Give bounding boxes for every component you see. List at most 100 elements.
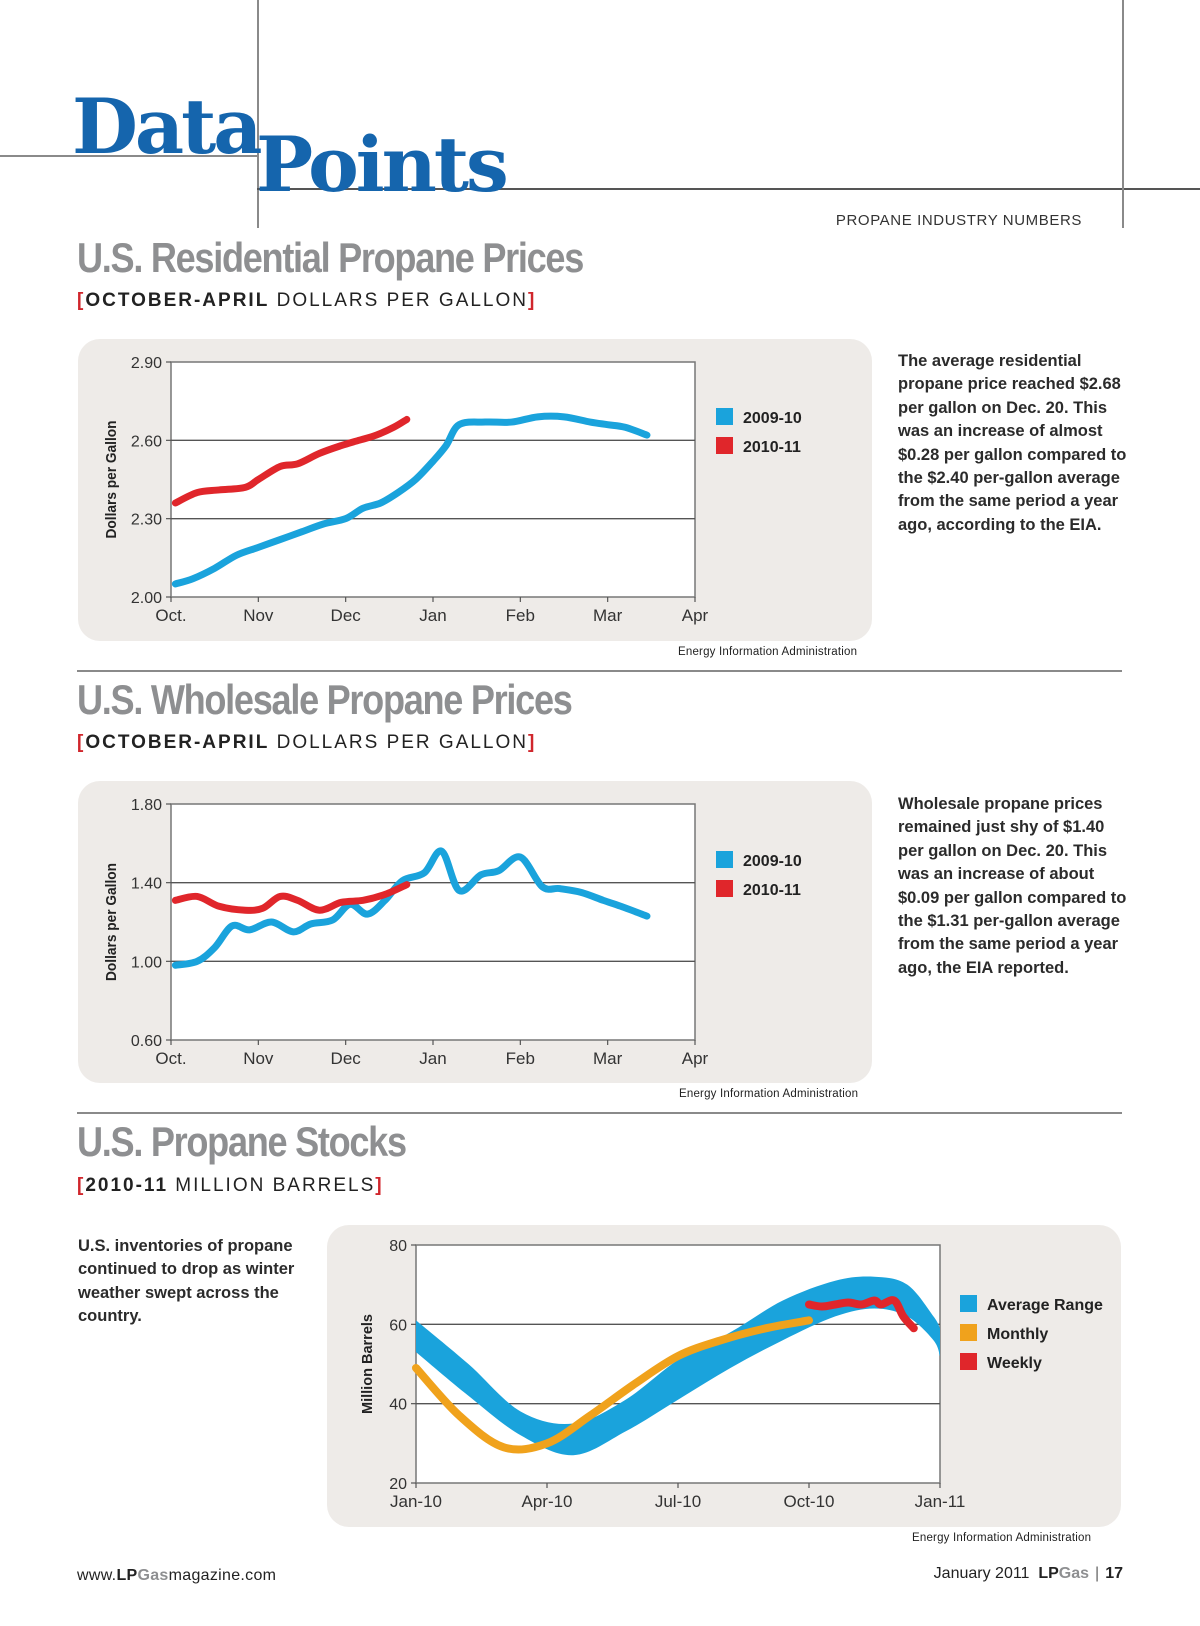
y-tick-label: 1.40 — [131, 876, 162, 893]
y-tick-label: 40 — [389, 1397, 407, 1414]
x-tick-label: Nov — [243, 1049, 274, 1068]
legend-label: Weekly — [987, 1355, 1042, 1372]
subtitle-bold: 2010-11 — [85, 1175, 169, 1196]
x-tick-label: Oct. — [155, 606, 186, 625]
bracket-close: ] — [375, 1175, 384, 1196]
blurb-residential: The average residential propane price re… — [898, 352, 1127, 534]
subtitle-rest: DOLLARS PER GALLON — [269, 732, 529, 753]
legend-swatch — [960, 1353, 977, 1370]
series-weekly-line — [805, 1296, 918, 1333]
y-tick-label: 80 — [389, 1238, 407, 1255]
plot-area — [170, 803, 696, 1041]
x-tick-label: Mar — [593, 1049, 623, 1068]
x-tick-label: Jan — [419, 1049, 446, 1068]
y-tick-label: 0.60 — [131, 1033, 162, 1050]
blurb-stocks: U.S. inventories of propane continued to… — [78, 1237, 295, 1326]
series-2009-10-line — [171, 412, 651, 588]
section-subtitle-residential: [OCTOBER-APRIL DOLLARS PER GALLON] — [77, 290, 536, 312]
legend-swatch — [960, 1324, 977, 1341]
section-divider — [77, 1112, 1122, 1114]
x-tick-label: Apr — [682, 1049, 709, 1068]
footer-separator: | — [1095, 1565, 1100, 1582]
legend-label: 2010-11 — [743, 439, 801, 456]
logo-data: Data — [72, 82, 262, 171]
series-2010-11-line — [171, 415, 411, 507]
page-number: 17 — [1105, 1565, 1123, 1582]
legend-swatch — [960, 1295, 977, 1312]
subtitle-rest: MILLION BARRELS — [168, 1175, 376, 1196]
source-wholesale: Energy Information Administration — [679, 1088, 859, 1100]
x-tick-label: Apr — [682, 606, 709, 625]
y-tick-label: 60 — [389, 1317, 407, 1334]
section-subtitle-stocks: [2010-11 MILLION BARRELS] — [77, 1175, 384, 1197]
y-tick-label: 2.30 — [131, 512, 162, 529]
section-title-stocks: U.S. Propane Stocks — [77, 1118, 407, 1165]
x-tick-label: Jan-10 — [390, 1492, 442, 1511]
url-lp: LP — [116, 1567, 138, 1584]
x-tick-label: Oct. — [155, 1049, 186, 1068]
bracket-open: [ — [77, 1175, 86, 1196]
subtitle-bold: OCTOBER-APRIL — [85, 290, 270, 311]
legend-swatch — [716, 437, 733, 454]
y-tick-label: 1.80 — [131, 797, 162, 814]
section-divider — [77, 670, 1122, 672]
y-tick-label: 2.00 — [131, 590, 162, 607]
issue-date: January 2011 — [933, 1565, 1030, 1582]
brand-lp: LP — [1038, 1565, 1059, 1582]
header-rule-vertical-right — [1122, 0, 1124, 228]
plot-area — [170, 361, 696, 598]
y-axis-title: Million Barrels — [359, 1314, 376, 1414]
x-tick-label: Nov — [243, 606, 274, 625]
y-tick-label: 20 — [389, 1476, 407, 1493]
section-kicker: PROPANE INDUSTRY NUMBERS — [835, 212, 1082, 229]
source-residential: Energy Information Administration — [678, 646, 858, 658]
legend-label: 2009-10 — [743, 853, 802, 870]
blurb-wholesale: Wholesale propane prices remained just s… — [898, 795, 1127, 977]
x-tick-label: Dec — [331, 606, 362, 625]
url-suffix: magazine.com — [168, 1567, 277, 1584]
x-tick-label: Feb — [506, 1049, 535, 1068]
x-tick-label: Oct-10 — [783, 1492, 834, 1511]
url-gas: Gas — [137, 1567, 169, 1584]
x-tick-label: Jan — [419, 606, 446, 625]
y-tick-label: 2.60 — [131, 433, 162, 450]
x-tick-label: Mar — [593, 606, 623, 625]
series-2010-11-line — [171, 881, 411, 914]
legend-label: 2009-10 — [743, 410, 802, 427]
legend-swatch — [716, 851, 733, 868]
series-2009-10-line — [171, 847, 651, 969]
header-rule-horizontal-left — [0, 155, 257, 157]
header-rule-horizontal-right — [257, 188, 1200, 190]
series-monthly-line — [412, 1316, 813, 1454]
logo-points: Points — [256, 120, 509, 209]
legend-label: Average Range — [987, 1297, 1103, 1314]
legend-swatch — [716, 880, 733, 897]
section-title-wholesale: U.S. Wholesale Propane Prices — [77, 676, 573, 723]
footer-website[interactable]: www.LPGasmagazine.com — [77, 1567, 276, 1585]
bracket-open: [ — [77, 290, 86, 311]
y-axis-title: Dollars per Gallon — [103, 863, 120, 981]
subtitle-bold: OCTOBER-APRIL — [85, 732, 270, 753]
brand-gas: Gas — [1058, 1565, 1090, 1582]
x-tick-label: Jan-11 — [915, 1492, 966, 1511]
section-title-residential: U.S. Residential Propane Prices — [77, 234, 584, 281]
url-prefix: www. — [77, 1567, 117, 1584]
x-tick-label: Dec — [331, 1049, 362, 1068]
section-subtitle-wholesale: [OCTOBER-APRIL DOLLARS PER GALLON] — [77, 732, 536, 754]
legend-label: 2010-11 — [743, 882, 801, 899]
x-tick-label: Jul-10 — [655, 1492, 701, 1511]
x-tick-label: Feb — [506, 606, 535, 625]
source-stocks: Energy Information Administration — [912, 1532, 1092, 1544]
header-rule-vertical-left — [257, 0, 259, 228]
bracket-open: [ — [77, 732, 86, 753]
footer-issue: January 2011 LPGas | 17 — [934, 1565, 1123, 1583]
y-tick-label: 1.00 — [131, 954, 162, 971]
bracket-close: ] — [528, 732, 537, 753]
subtitle-rest: DOLLARS PER GALLON — [269, 290, 529, 311]
legend-swatch — [716, 408, 733, 425]
y-tick-label: 2.90 — [131, 355, 162, 372]
bracket-close: ] — [528, 290, 537, 311]
